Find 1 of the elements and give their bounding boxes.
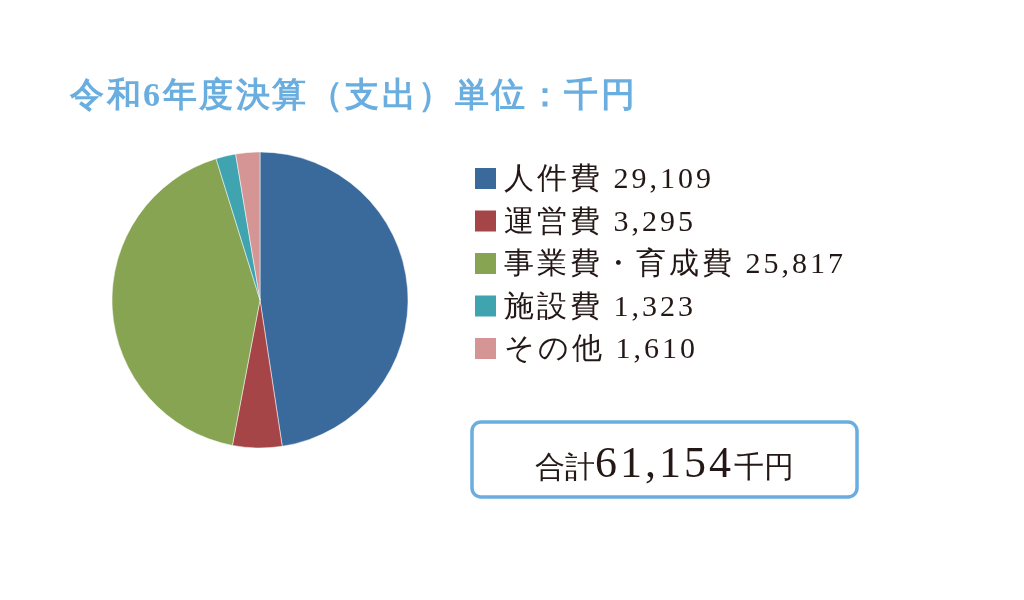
title: 令和6年度決算（支出）単位：千円 (70, 76, 637, 113)
